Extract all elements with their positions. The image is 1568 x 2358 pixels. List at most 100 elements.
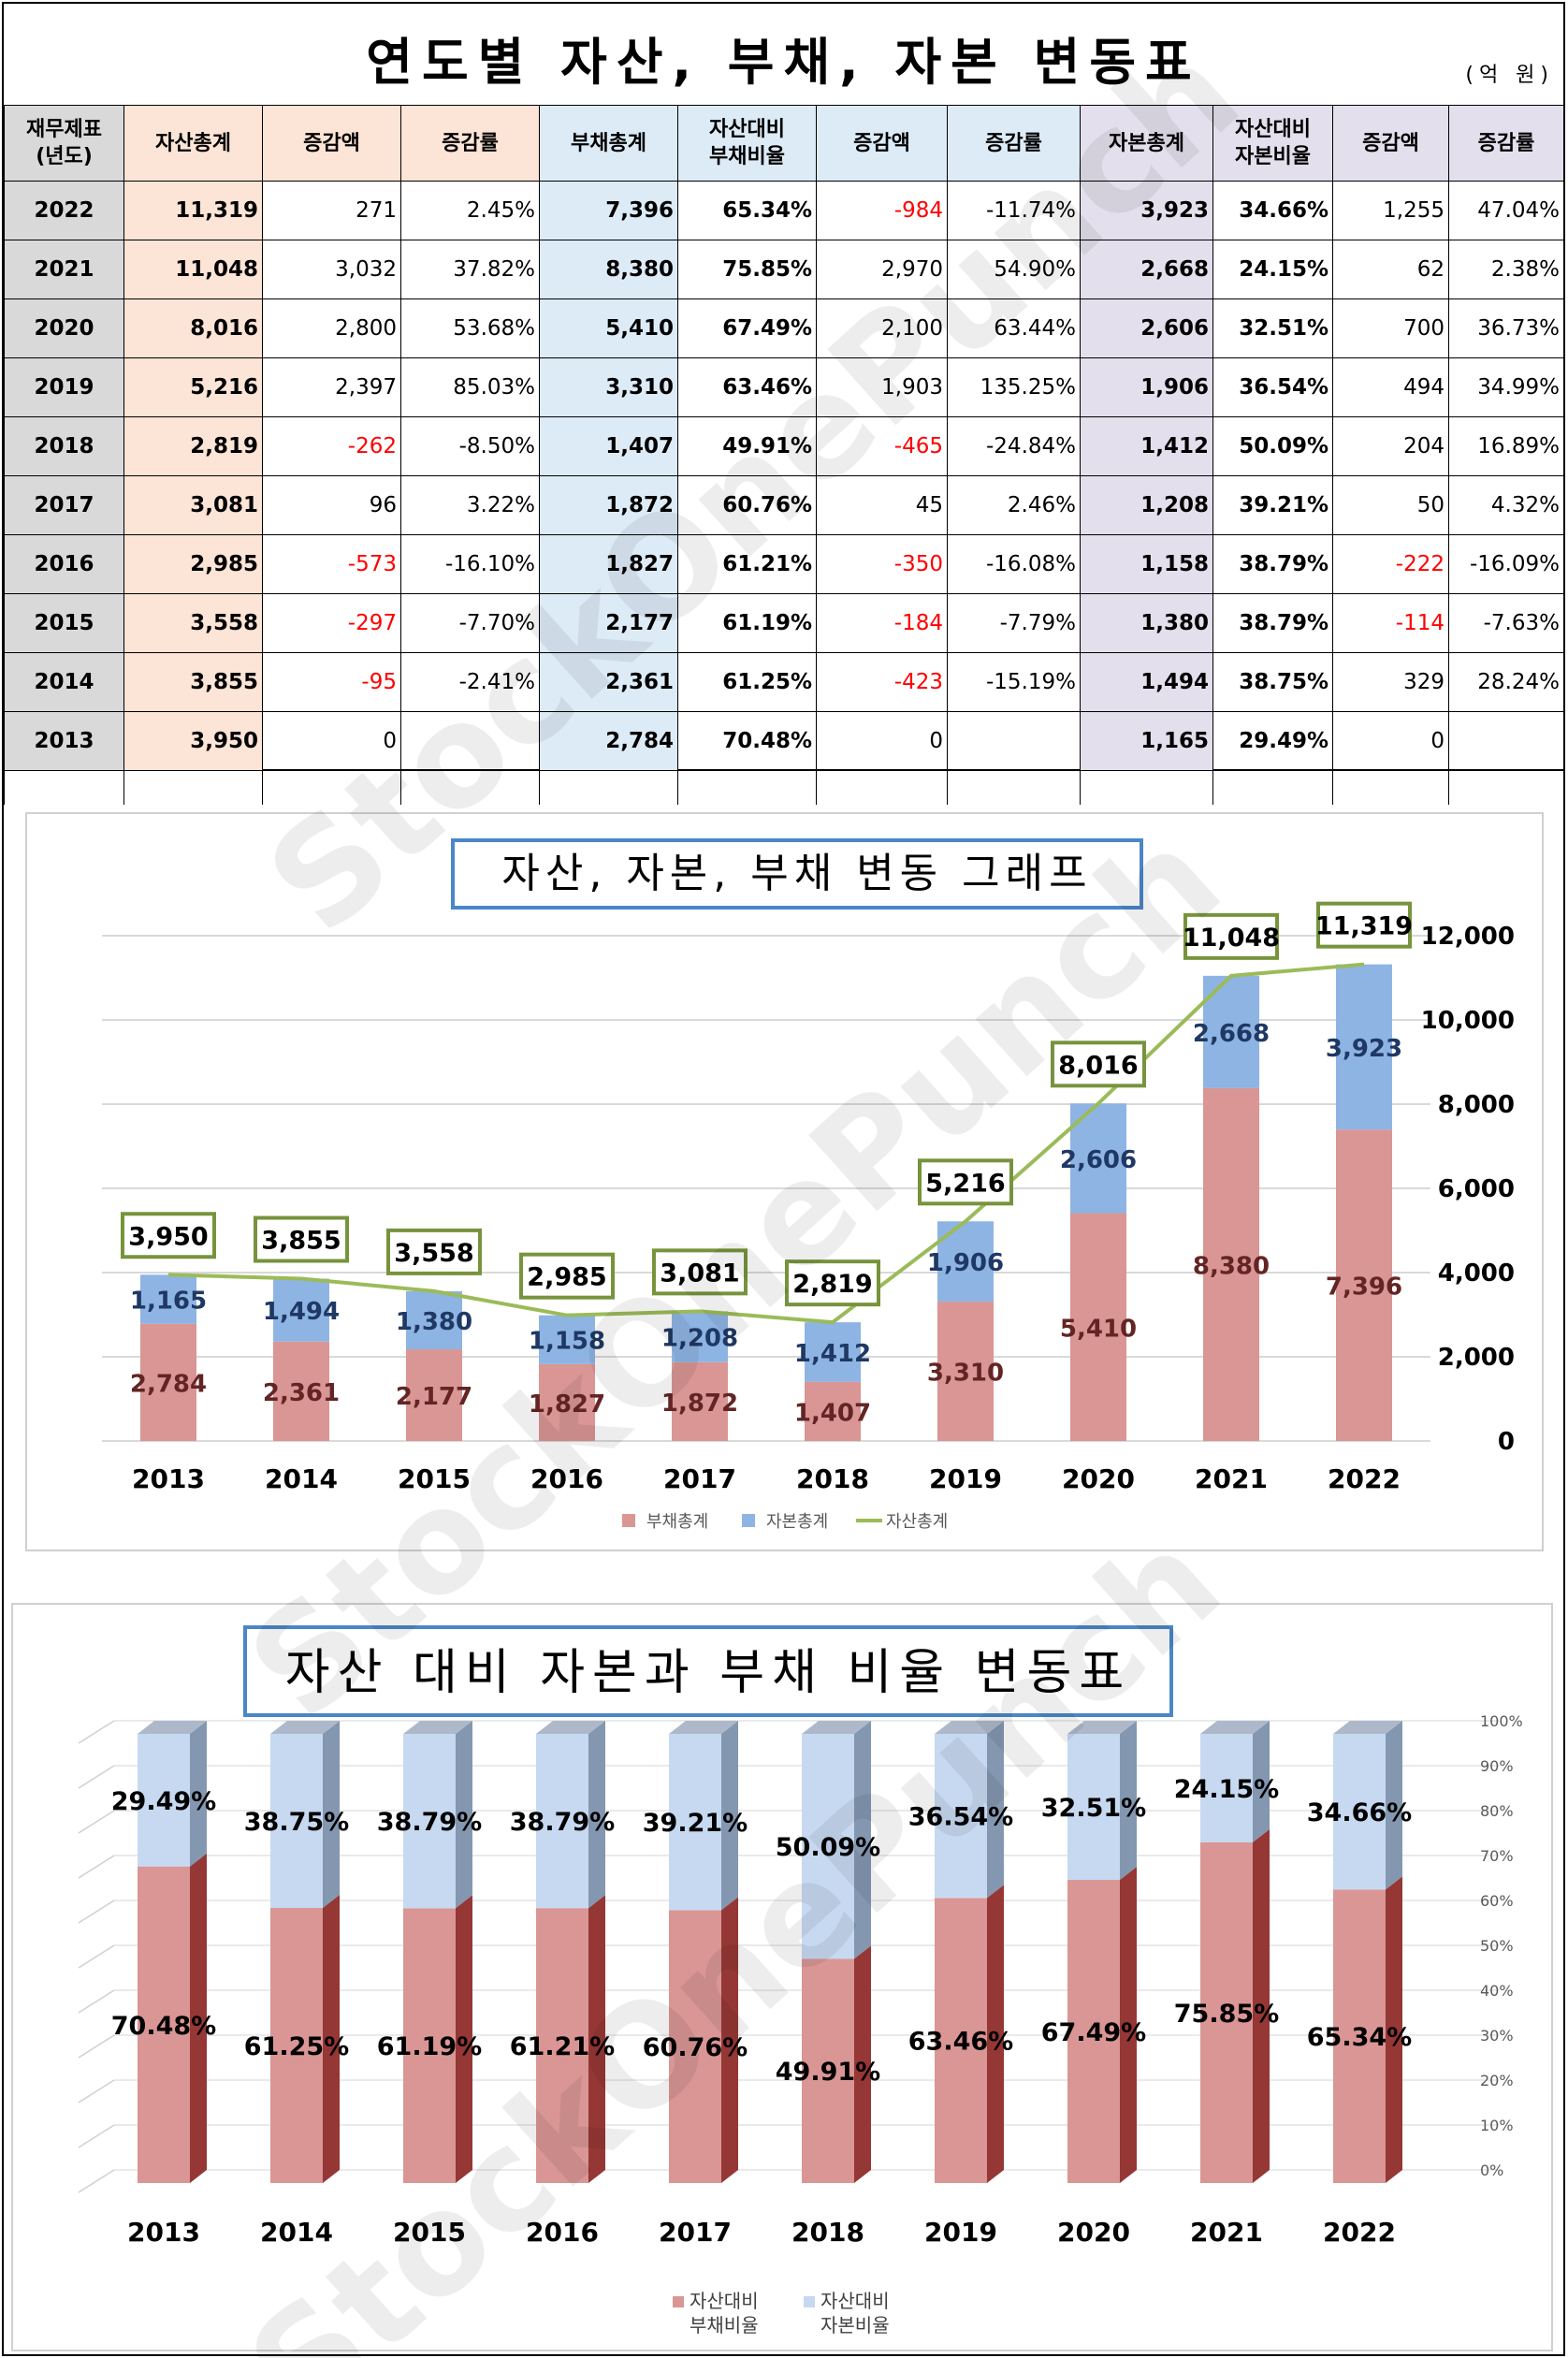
chart2-label-equity-ratio: 34.66% bbox=[1307, 1798, 1412, 1827]
financial-table-section: 연도별 자산, 부채, 자본 변동표 (억 원) 재무제표 (년도) 자산총계 증감… bbox=[2, 2, 1565, 805]
table-cell-e_rate: 4.32% bbox=[1448, 475, 1564, 535]
table-header-cell: 증감률 bbox=[947, 105, 1081, 182]
chart1-label-equity: 1,494 bbox=[263, 1298, 340, 1326]
table-cell-e_chg: 0 bbox=[1332, 711, 1449, 771]
table-cell-e_chg: 700 bbox=[1332, 298, 1449, 358]
chart1-legend-swatch bbox=[742, 1514, 755, 1527]
chart1-label-box-assets bbox=[652, 1248, 748, 1296]
chart2-bar-side-equity bbox=[588, 1721, 605, 1909]
table-cell-a_rate bbox=[400, 711, 540, 771]
chart1-label-liabilities: 2,784 bbox=[130, 1370, 207, 1398]
chart2-y-tick: 20% bbox=[1480, 2072, 1514, 2089]
chart2-label-liability-ratio: 65.34% bbox=[1307, 2023, 1412, 2052]
table-row: 2016 2,985 -573 -16.10% 1,827 61.21% -350 -16.0… bbox=[4, 534, 1564, 594]
table-header-cell: 증감액 bbox=[816, 105, 948, 182]
table-cell-a_chg: -95 bbox=[262, 652, 401, 712]
table-cell-equity: 2,668 bbox=[1080, 240, 1213, 299]
chart2-y-tick: 40% bbox=[1480, 1982, 1514, 2000]
table-cell-l_rate: -7.79% bbox=[947, 593, 1081, 653]
table-spacer-row bbox=[4, 770, 1564, 805]
table-spacer-cell bbox=[262, 770, 401, 805]
table-cell-liab: 7,396 bbox=[539, 181, 678, 240]
chart1-x-tick: 2019 bbox=[929, 1463, 1002, 1494]
chart2-gridline-side bbox=[78, 1720, 115, 1744]
chart1-label-equity: 1,158 bbox=[529, 1328, 605, 1356]
table-cell-eq_ratio: 50.09% bbox=[1212, 416, 1333, 476]
table-cell-liab: 1,827 bbox=[539, 534, 678, 594]
chart2-label-liability-ratio: 61.25% bbox=[244, 2032, 349, 2061]
chart1-label-assets: 2,819 bbox=[792, 1270, 872, 1299]
table-cell-l_chg: -465 bbox=[816, 416, 948, 476]
table-cell-a_rate: -7.70% bbox=[400, 593, 540, 653]
chart1-bar-liabilities bbox=[406, 1349, 462, 1441]
table-cell-liab: 2,361 bbox=[539, 652, 678, 712]
table-cell-equity: 1,906 bbox=[1080, 357, 1213, 417]
table-cell-l_chg: -423 bbox=[816, 652, 948, 712]
chart1-label-assets: 3,950 bbox=[128, 1222, 208, 1251]
chart1-x-tick: 2017 bbox=[663, 1463, 736, 1494]
chart1-label-equity: 1,906 bbox=[927, 1249, 1004, 1277]
chart2-label-liability-ratio: 70.48% bbox=[111, 2012, 216, 2041]
chart2-label-equity-ratio: 38.79% bbox=[377, 1808, 482, 1837]
chart2-label-liability-ratio: 61.21% bbox=[510, 2032, 615, 2061]
table-cell-liab: 2,784 bbox=[539, 711, 678, 771]
table-title-row: 연도별 자산, 부채, 자본 변동표 (억 원) bbox=[4, 4, 1563, 107]
chart2-x-tick: 2019 bbox=[924, 2217, 997, 2248]
chart1-label-liabilities: 3,310 bbox=[927, 1360, 1004, 1388]
table-spacer-cell bbox=[4, 770, 124, 805]
chart1-bar-liabilities bbox=[1336, 1129, 1392, 1441]
chart2-bar-equity-ratio bbox=[935, 1734, 987, 1899]
table-cell-year: 2018 bbox=[4, 416, 124, 476]
chart2-y-tick: 60% bbox=[1480, 1892, 1514, 1910]
table-header-cell: 재무제표 (년도) bbox=[4, 105, 124, 182]
table-cell-l_rate: 63.44% bbox=[947, 298, 1081, 358]
chart1-y-tick: 0 bbox=[1498, 1428, 1515, 1456]
chart1-label-box-assets bbox=[1183, 912, 1279, 960]
chart2-gridline-side bbox=[78, 1989, 115, 2014]
chart1-x-tick: 2018 bbox=[796, 1463, 869, 1494]
table-cell-l_rate: -24.84% bbox=[947, 416, 1081, 476]
table-cell-l_rate: -15.19% bbox=[947, 652, 1081, 712]
table-cell-e_chg: 62 bbox=[1332, 240, 1449, 299]
table-cell-assets: 3,558 bbox=[123, 593, 263, 653]
table-cell-l_chg: -184 bbox=[816, 593, 948, 653]
chart1-bar-equity bbox=[273, 1278, 329, 1342]
chart2-legend-label: 자산대비 자본비율 bbox=[820, 2290, 890, 2336]
chart2-bar-top bbox=[1200, 1721, 1270, 1734]
chart2-label-equity-ratio: 24.15% bbox=[1174, 1775, 1279, 1804]
table-cell-e_chg: 50 bbox=[1332, 475, 1449, 535]
table-cell-a_chg: -262 bbox=[262, 416, 401, 476]
table-cell-liab: 1,872 bbox=[539, 475, 678, 535]
chart1-label-box-assets bbox=[918, 1158, 1013, 1206]
table-cell-a_rate: -8.50% bbox=[400, 416, 540, 476]
table-cell-a_chg: 3,032 bbox=[262, 240, 401, 299]
table-cell-liab_ratio: 60.76% bbox=[677, 475, 817, 535]
chart2-label-liability-ratio: 67.49% bbox=[1041, 2018, 1146, 2047]
chart1-label-assets: 8,016 bbox=[1058, 1051, 1138, 1080]
chart2-bar-liability-ratio bbox=[270, 1908, 323, 2183]
table-row: 2021 11,048 3,032 37.82% 8,380 75.85% 2,970 54.… bbox=[4, 240, 1564, 299]
chart2-x-tick: 2022 bbox=[1323, 2217, 1396, 2248]
chart2-gridline-side bbox=[78, 1855, 115, 1879]
table-cell-e_chg: 329 bbox=[1332, 652, 1449, 712]
table-cell-year: 2013 bbox=[4, 711, 124, 771]
table-cell-a_chg: 0 bbox=[262, 711, 401, 771]
table-header-row: 재무제표 (년도) 자산총계 증감액 증감률 부채총계 자산대비 부채비율 증감액 증감률 자본… bbox=[4, 105, 1564, 182]
chart1-bar-liabilities bbox=[539, 1363, 595, 1441]
table-cell-assets: 3,855 bbox=[123, 652, 263, 712]
chart2-bar-equity-ratio bbox=[1200, 1734, 1253, 1842]
table-cell-assets: 3,950 bbox=[123, 711, 263, 771]
chart2-bar-side-equity bbox=[987, 1721, 1004, 1899]
chart1-bar-equity bbox=[539, 1315, 595, 1364]
table-cell-equity: 1,494 bbox=[1080, 652, 1213, 712]
chart2-label-liability-ratio: 75.85% bbox=[1174, 2000, 1279, 2029]
chart1-bar-equity bbox=[805, 1322, 861, 1382]
table-cell-e_chg: -222 bbox=[1332, 534, 1449, 594]
table-cell-l_chg: 45 bbox=[816, 475, 948, 535]
chart2-x-tick: 2017 bbox=[659, 2217, 732, 2248]
table-cell-liab_ratio: 70.48% bbox=[677, 711, 817, 771]
charts-frame bbox=[2, 771, 1565, 2356]
chart2-x-tick: 2016 bbox=[526, 2217, 599, 2248]
chart2-bar-side-equity bbox=[1386, 1721, 1402, 1890]
chart2-x-tick: 2018 bbox=[791, 2217, 864, 2248]
